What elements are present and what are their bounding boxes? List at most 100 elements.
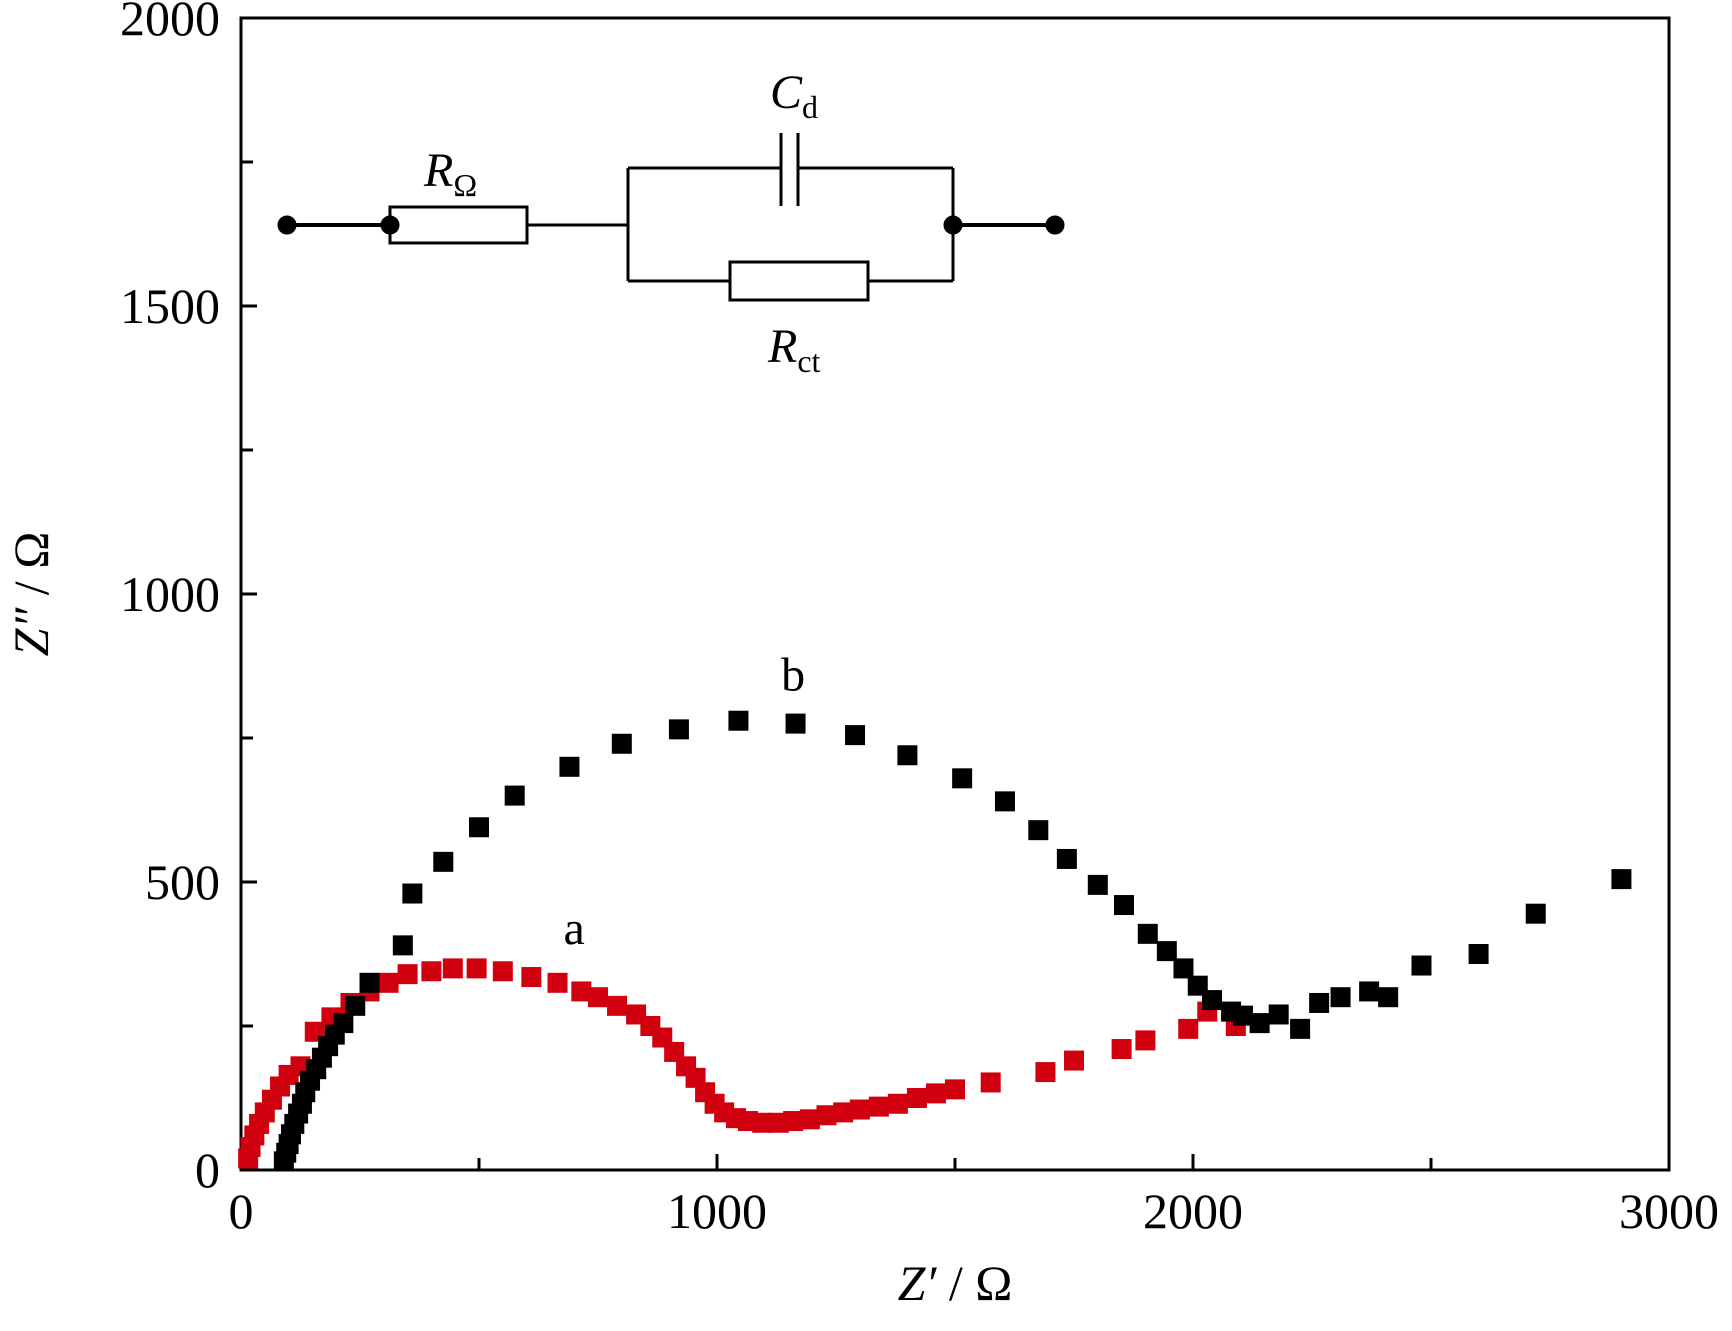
- label-r-omega: RΩ: [423, 144, 477, 203]
- data-point-b: [1137, 923, 1158, 944]
- data-point-a: [466, 958, 487, 979]
- x-axis-ticks: 0 1000 2000 3000: [229, 1154, 1719, 1239]
- data-point-a: [980, 1072, 1001, 1093]
- series-layer: ab: [238, 649, 1632, 1172]
- data-point-b: [559, 756, 580, 777]
- resistor-r-ct: [728, 260, 870, 302]
- data-point-a: [849, 1099, 870, 1120]
- series-label-a: a: [564, 902, 585, 955]
- data-point-a: [799, 1109, 820, 1130]
- data-point-a: [1035, 1062, 1056, 1083]
- data-point-a: [1178, 1018, 1199, 1039]
- data-point-b: [1087, 874, 1108, 895]
- data-point-b: [1113, 895, 1134, 916]
- x-tick-label: 3000: [1619, 1183, 1719, 1239]
- data-point-a: [378, 972, 399, 993]
- data-point-b: [845, 725, 866, 746]
- data-point-b: [1330, 987, 1351, 1008]
- x-tick-label: 0: [229, 1183, 254, 1239]
- data-point-a: [906, 1088, 927, 1108]
- resistor-r-omega: [388, 205, 529, 245]
- data-point-b: [392, 935, 413, 956]
- data-point-b: [1359, 981, 1380, 1002]
- label-c-d-main: C: [770, 66, 803, 119]
- data-point-a: [752, 1112, 773, 1133]
- data-point-b: [728, 710, 749, 731]
- data-point-a: [571, 981, 592, 1002]
- data-point-b: [994, 791, 1015, 812]
- data-point-b: [469, 817, 489, 838]
- y-tick-label: 0: [195, 1142, 220, 1198]
- label-r-ct-sub: ct: [797, 343, 820, 379]
- x-axis-symbol: Z′: [898, 1255, 938, 1311]
- data-point-b: [1173, 958, 1194, 979]
- data-point-a: [783, 1111, 804, 1132]
- data-point-b: [1028, 820, 1049, 841]
- equivalent-circuit-inset: [277, 133, 1065, 302]
- data-point-b: [785, 713, 806, 734]
- data-point-a: [833, 1102, 854, 1123]
- data-point-b: [1290, 1018, 1311, 1039]
- data-point-b: [1309, 992, 1330, 1013]
- y-tick-label: 2000: [120, 0, 220, 46]
- data-point-a: [421, 961, 442, 982]
- label-r-omega-main: R: [423, 144, 453, 197]
- data-point-b: [1202, 990, 1223, 1011]
- data-point-a: [925, 1083, 946, 1104]
- y-axis-title: Z″ / Ω: [3, 532, 59, 657]
- data-point-b: [433, 851, 454, 872]
- y-tick-label: 1500: [120, 278, 220, 334]
- data-point-b: [1156, 941, 1177, 962]
- series-b: [273, 710, 1632, 1172]
- label-r-omega-sub: Ω: [453, 167, 477, 203]
- label-r-ct: Rct: [767, 320, 821, 379]
- label-r-ct-main: R: [767, 320, 797, 373]
- label-c-d: Cd: [770, 66, 818, 125]
- y-tick-label: 1000: [120, 566, 220, 622]
- y-tick-label: 500: [145, 854, 220, 910]
- x-tick-label: 1000: [667, 1183, 767, 1239]
- data-point-b: [1268, 1004, 1289, 1025]
- data-point-a: [868, 1096, 889, 1117]
- data-point-a: [816, 1105, 837, 1126]
- data-point-b: [668, 719, 689, 740]
- data-point-a: [492, 961, 513, 982]
- data-point-b: [952, 768, 973, 789]
- y-axis-ticks: 0 500 1000 1500 2000: [120, 0, 257, 1198]
- data-point-a: [442, 958, 463, 979]
- x-axis-title: Z′ / Ω: [898, 1255, 1013, 1311]
- series-a: [238, 958, 1246, 1169]
- data-point-a: [588, 987, 608, 1008]
- data-point-b: [359, 972, 380, 993]
- data-point-a: [521, 967, 542, 988]
- data-point-b: [345, 995, 366, 1016]
- data-point-a: [607, 995, 628, 1016]
- label-c-d-sub: d: [802, 89, 818, 125]
- data-point-a: [887, 1093, 908, 1114]
- data-point-b: [1468, 944, 1489, 964]
- data-point-a: [1064, 1050, 1084, 1071]
- data-point-b: [1411, 955, 1432, 976]
- data-point-b: [1232, 1005, 1253, 1026]
- y-axis-symbol: Z″: [3, 607, 59, 657]
- data-point-b: [1378, 987, 1399, 1008]
- series-label-b: b: [781, 649, 805, 702]
- data-point-b: [1525, 903, 1546, 924]
- data-point-a: [547, 972, 568, 993]
- data-point-b: [611, 733, 632, 754]
- data-point-a: [1135, 1030, 1156, 1051]
- data-point-a: [945, 1079, 965, 1100]
- data-point-b: [1249, 1013, 1270, 1034]
- x-axis-unit: / Ω: [936, 1255, 1012, 1311]
- y-axis-unit: / Ω: [3, 532, 59, 608]
- data-point-b: [504, 785, 525, 806]
- terminal-right: [1045, 215, 1065, 235]
- data-point-b: [333, 1013, 354, 1034]
- data-point-b: [897, 745, 918, 766]
- data-point-a: [1111, 1039, 1132, 1060]
- data-point-b: [402, 883, 423, 904]
- data-point-a: [397, 964, 418, 985]
- data-point-b: [1056, 848, 1077, 869]
- data-point-b: [1611, 869, 1632, 890]
